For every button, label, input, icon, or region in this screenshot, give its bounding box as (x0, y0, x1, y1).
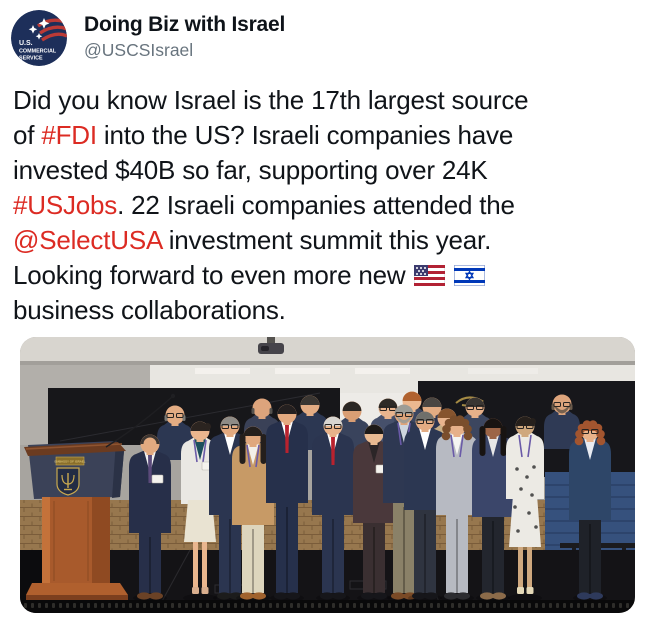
user-handle[interactable]: @USCSIsrael (84, 40, 194, 61)
microphone-icon (105, 393, 176, 448)
identity-block: Doing Biz with Israel @USCSIsrael (84, 10, 285, 60)
uscs-logo-icon: U.S. COMMERCIAL SERVICE (11, 10, 67, 66)
tweet-photo[interactable]: EMBASSY OF ISRAEL (20, 337, 635, 613)
svg-text:SERVICE: SERVICE (19, 56, 43, 62)
display-name[interactable]: Doing Biz with Israel (84, 13, 286, 36)
tweet-text-run: Did you know Israel is the 17th largest … (13, 85, 529, 115)
tweet-text-run: Looking forward to even more new (13, 260, 413, 290)
tweet-text-run: invested $40B so far, supporting over 24… (13, 155, 488, 185)
avatar[interactable]: U.S. COMMERCIAL SERVICE (11, 10, 67, 66)
tweet-header: U.S. COMMERCIAL SERVICE Doing Biz with I… (0, 0, 662, 66)
podium-plaque-text: EMBASSY OF ISRAEL (55, 460, 86, 464)
tweet-text-run: of (13, 120, 42, 150)
projector-icon (258, 337, 284, 354)
group-of-people (129, 391, 611, 602)
tweet-text-run (446, 260, 453, 290)
israel-flag-emoji (453, 265, 485, 286)
tweet-text-run: investment summit this year. (161, 225, 492, 255)
us-flag-emoji (413, 265, 445, 286)
podium-plaque (55, 456, 85, 466)
tweet-link[interactable]: #USJobs (13, 190, 118, 220)
israel-flag-emoji (453, 260, 486, 290)
podium: EMBASSY OF ISRAEL (24, 393, 176, 610)
tweet-text-run: into the US? Israeli companies have (96, 120, 514, 150)
tweet-link[interactable]: @SelectUSA (13, 225, 162, 255)
tweet-text: Did you know Israel is the 17th largest … (13, 83, 655, 328)
ceiling (20, 337, 635, 363)
tweet-text-run: business collaborations. (13, 295, 286, 325)
stage-front-edge (20, 600, 635, 613)
svg-text:COMMERCIAL: COMMERCIAL (19, 49, 57, 55)
tweet-text-run: . 22 Israeli companies attended the (117, 190, 515, 220)
tweet-link[interactable]: #FDI (41, 120, 97, 150)
us-flag-emoji (413, 260, 446, 290)
svg-text:U.S.: U.S. (19, 40, 33, 47)
israel-emblem-icon (56, 467, 80, 496)
